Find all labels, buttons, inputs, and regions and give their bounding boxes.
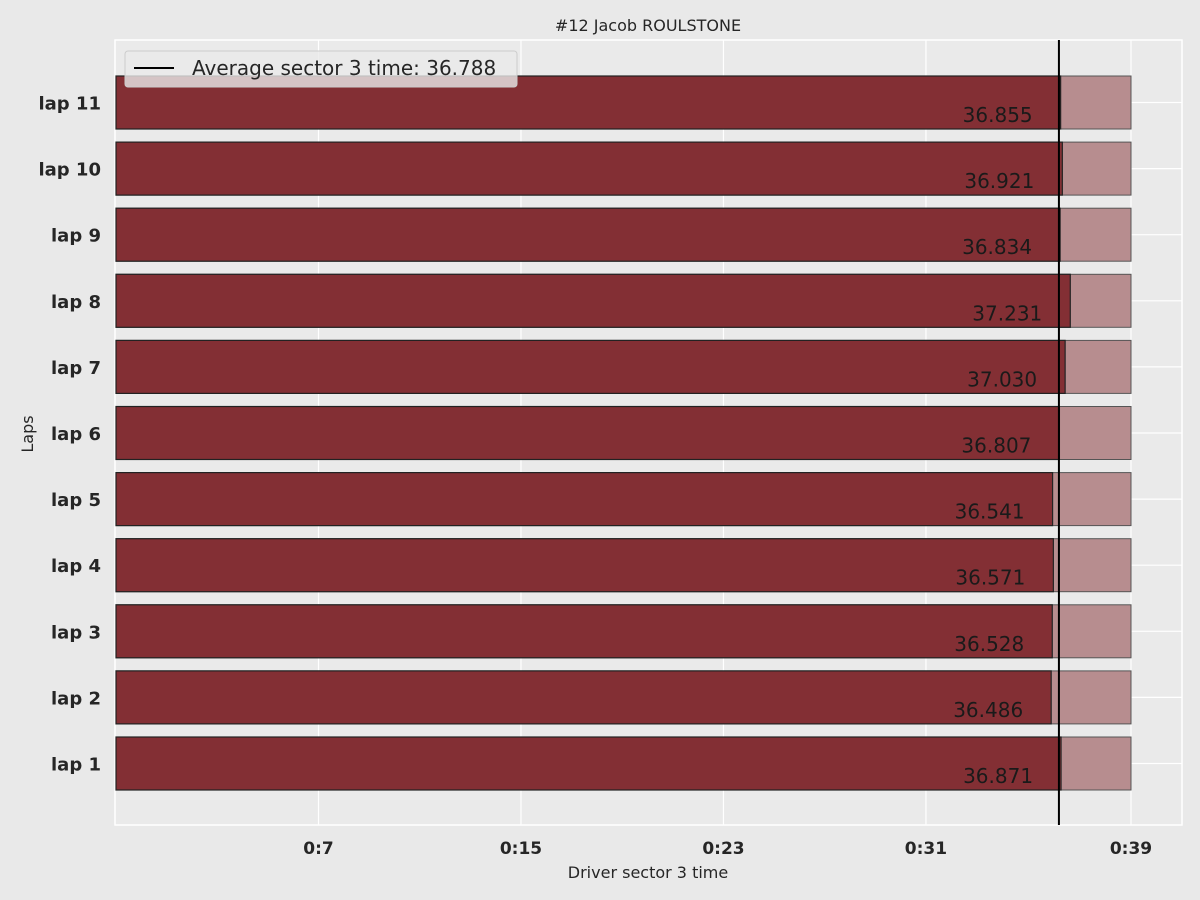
sector-time-bar — [115, 273, 1071, 328]
y-tick-label: lap 1 — [51, 755, 101, 776]
sector-time-bar — [115, 207, 1061, 262]
x-tick-label: 0:23 — [702, 839, 744, 859]
bar-value-label: 36.807 — [961, 434, 1031, 458]
y-tick-label: lap 3 — [51, 622, 101, 643]
bar-value-label: 36.571 — [955, 566, 1025, 590]
x-tick-label: 0:15 — [500, 839, 542, 859]
sector-time-bar — [115, 141, 1063, 196]
sector-time-bar — [115, 472, 1054, 527]
y-tick-label: lap 8 — [51, 292, 101, 313]
bar-value-label: 36.921 — [964, 169, 1034, 193]
x-tick-label: 0:31 — [905, 839, 947, 859]
bar-value-label: 36.855 — [963, 103, 1033, 127]
legend: Average sector 3 time: 36.788 — [124, 50, 518, 88]
y-axis-label: Laps — [18, 415, 37, 452]
y-tick-label: lap 6 — [51, 424, 101, 445]
bar-value-label: 37.030 — [967, 367, 1037, 391]
x-tick-label: 0:7 — [303, 839, 333, 859]
y-tick-label: lap 7 — [51, 358, 101, 379]
y-tick-label: lap 11 — [38, 94, 101, 115]
sector-time-bar — [115, 670, 1052, 725]
sector-time-bar — [115, 736, 1062, 791]
sector-time-bar — [115, 339, 1066, 394]
legend-box — [124, 50, 518, 88]
bars: 36.871 36.486 36.528 36.571 36.541 36.807 37.0… — [115, 75, 1132, 791]
ticks: 0:7 0:15 0:23 0:31 0:39 lap 1 lap 2 lap 3 lap 4 l… — [38, 94, 1152, 860]
bar-value-label: 36.834 — [962, 235, 1032, 259]
sector-time-bar — [115, 405, 1061, 461]
x-tick-label: 0:39 — [1110, 839, 1152, 859]
x-axis-label: Driver sector 3 time — [568, 863, 728, 882]
y-tick-label: lap 9 — [51, 226, 101, 247]
bar-value-label: 36.871 — [963, 764, 1033, 788]
y-tick-label: lap 4 — [51, 556, 101, 577]
chart-title: #12 Jacob ROULSTONE — [555, 16, 741, 35]
sector-time-bar — [115, 538, 1054, 593]
sector-time-bar — [115, 604, 1053, 659]
legend-label: Average sector 3 time: 36.788 — [192, 56, 496, 80]
y-tick-label: lap 5 — [51, 490, 101, 511]
bar-value-label: 37.231 — [972, 301, 1042, 325]
bar-value-label: 36.528 — [954, 632, 1024, 656]
y-tick-label: lap 10 — [38, 160, 101, 181]
bar-value-label: 36.541 — [955, 500, 1025, 524]
bar-value-label: 36.486 — [953, 698, 1023, 722]
y-tick-label: lap 2 — [51, 688, 101, 709]
